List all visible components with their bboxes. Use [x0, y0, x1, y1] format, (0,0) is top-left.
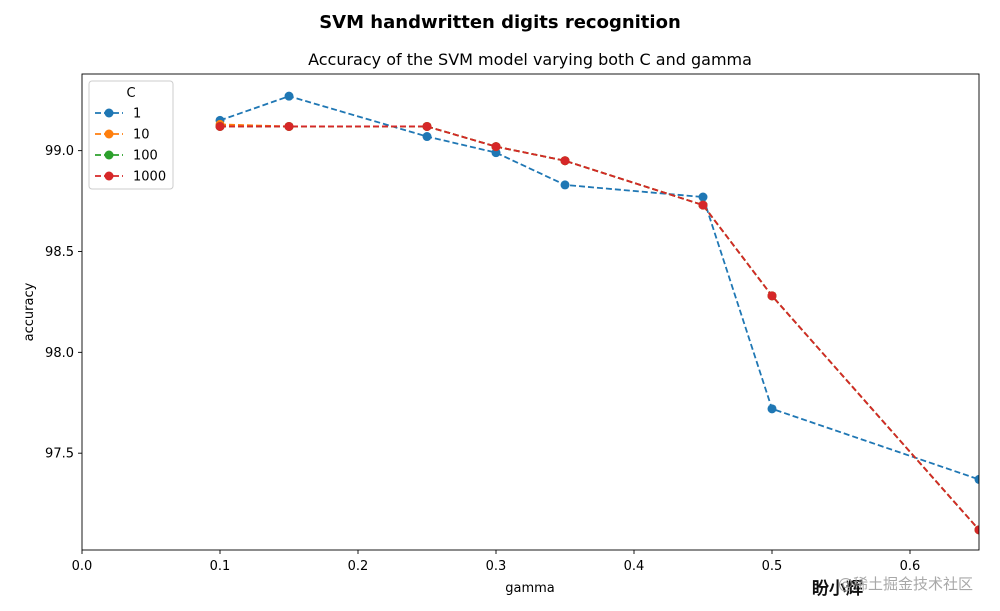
chart-title: Accuracy of the SVM model varying both C…	[308, 50, 752, 69]
chart-suptitle: SVM handwritten digits recognition	[319, 12, 681, 33]
data-point-1000	[491, 142, 501, 152]
series-line-1000	[220, 125, 979, 531]
series-line-100	[220, 125, 979, 531]
y-tick-label: 98.5	[45, 245, 74, 260]
legend-label-10: 10	[133, 128, 150, 143]
data-point-1000	[422, 121, 432, 131]
data-point-1000	[974, 525, 979, 535]
data-point-1	[974, 474, 979, 484]
axes-frame	[81, 73, 980, 551]
legend-box	[88, 80, 174, 190]
x-tick-label: 0.6	[900, 559, 921, 574]
x-tick-label: 0.0	[72, 559, 93, 574]
x-axis-label: gamma	[505, 581, 555, 596]
data-point-1	[560, 180, 570, 190]
y-tick-label: 99.0	[45, 144, 74, 159]
x-tick-label: 0.5	[762, 559, 783, 574]
data-point-1000	[284, 121, 294, 131]
series-line-10	[219, 123, 979, 531]
series-layer	[215, 91, 979, 535]
data-point-1	[698, 192, 708, 202]
legend-label-100: 100	[133, 149, 158, 164]
data-point-1000	[560, 156, 570, 166]
y-tick-label: 97.5	[45, 447, 74, 462]
data-point-1	[284, 91, 294, 101]
site-watermark: @稀土掘金技术社区	[838, 575, 974, 593]
legend-label-1000: 1000	[133, 170, 166, 185]
legend-marker-1	[104, 108, 114, 118]
data-point-1	[767, 404, 777, 414]
x-tick-label: 0.3	[486, 559, 507, 574]
legend: C 1 10 100 1000	[88, 80, 174, 190]
y-tick-label: 98.0	[45, 346, 74, 361]
signature-watermark: 盼小辉	[812, 579, 863, 599]
data-point-1000	[215, 121, 225, 131]
y-axis-label: accuracy	[22, 282, 37, 341]
data-point-1	[422, 132, 432, 142]
plot-area: 0.0 0.1 0.2 0.3 0.4 0.5 0.6 97.5 98.0 98.5 99.0	[45, 73, 980, 574]
series-line-1	[219, 95, 979, 481]
x-tick-label: 0.1	[210, 559, 231, 574]
legend-marker-100	[104, 150, 114, 160]
legend-label-1: 1	[133, 107, 141, 122]
legend-title: C	[126, 86, 135, 101]
legend-marker-10	[104, 129, 114, 139]
legend-marker-1000	[104, 171, 114, 181]
x-tick-label: 0.4	[624, 559, 645, 574]
x-tick-label: 0.2	[348, 559, 369, 574]
data-point-1000	[698, 200, 708, 210]
data-point-1000	[767, 291, 777, 301]
